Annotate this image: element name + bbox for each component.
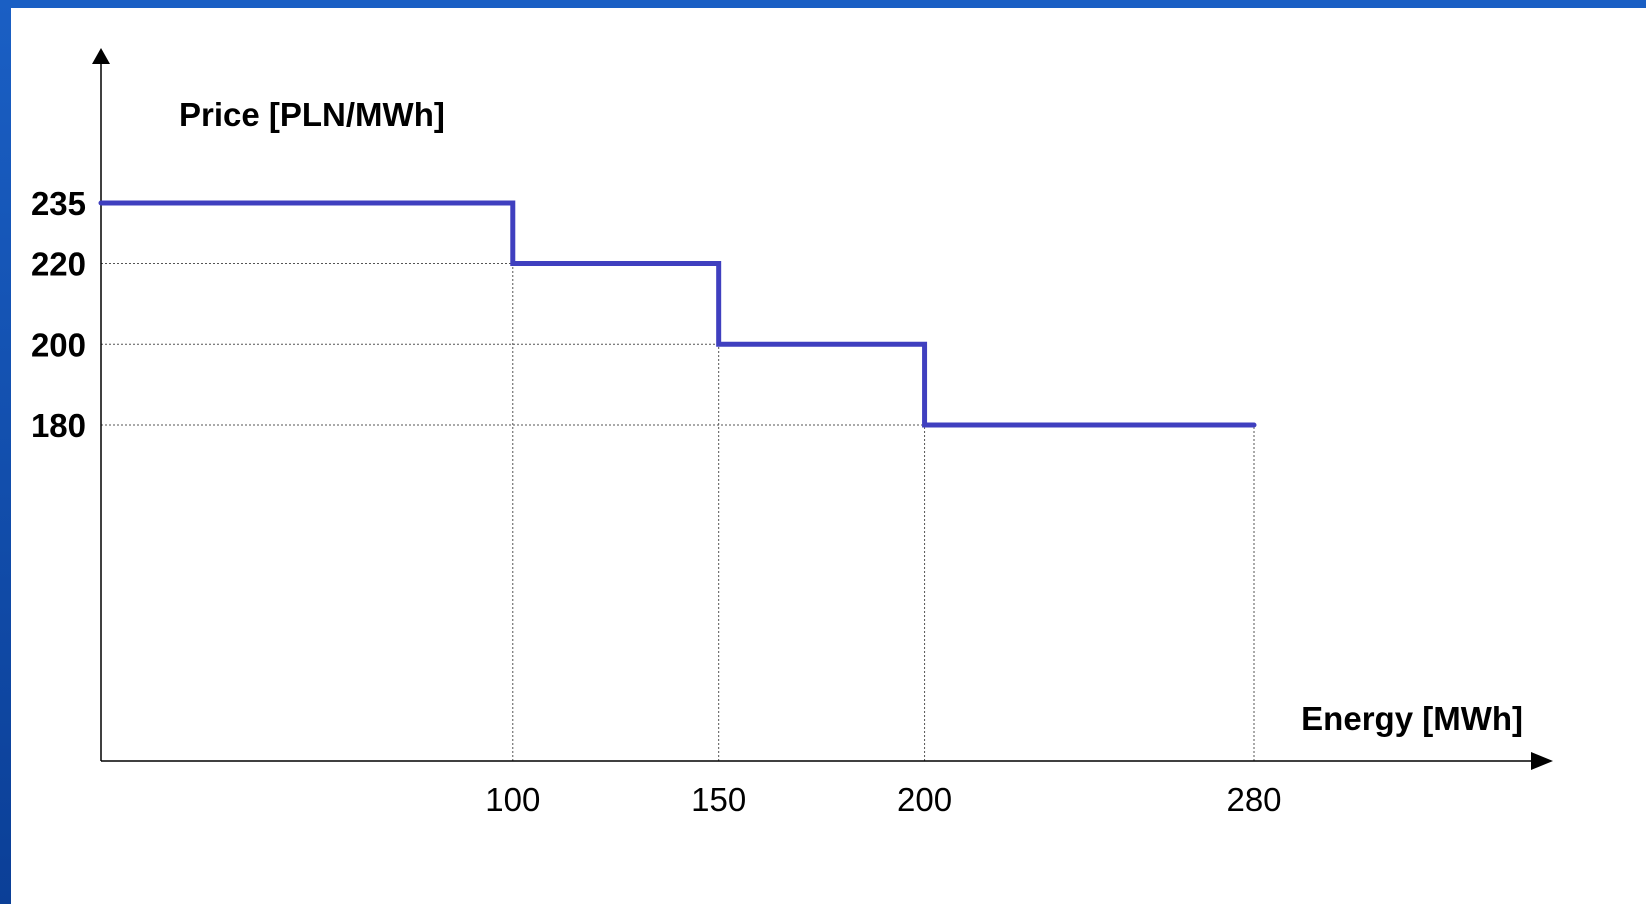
labels: Price [PLN/MWh] Energy [MWh] 100 150 200 28… xyxy=(31,96,1523,818)
step-chart: Price [PLN/MWh] Energy [MWh] 100 150 200 28… xyxy=(31,48,1553,818)
x-tick-label: 200 xyxy=(897,781,952,818)
axes xyxy=(92,48,1553,770)
y-axis-label: Price [PLN/MWh] xyxy=(179,96,445,133)
y-axis-arrow-icon xyxy=(92,48,110,64)
x-axis-label: Energy [MWh] xyxy=(1301,700,1523,737)
x-tick-label: 100 xyxy=(485,781,540,818)
x-tick-label: 280 xyxy=(1226,781,1281,818)
chart-canvas: Price [PLN/MWh] Energy [MWh] 100 150 200 28… xyxy=(11,8,1646,904)
y-tick-label: 200 xyxy=(31,326,86,363)
x-tick-label: 150 xyxy=(691,781,746,818)
y-tick-label: 235 xyxy=(31,185,86,222)
series-layer xyxy=(98,200,1257,428)
grid-lines xyxy=(101,203,1255,761)
x-axis-arrow-icon xyxy=(1531,752,1553,770)
price-step-line xyxy=(98,200,1257,428)
y-tick-label: 220 xyxy=(31,246,86,283)
y-tick-label: 180 xyxy=(31,407,86,444)
